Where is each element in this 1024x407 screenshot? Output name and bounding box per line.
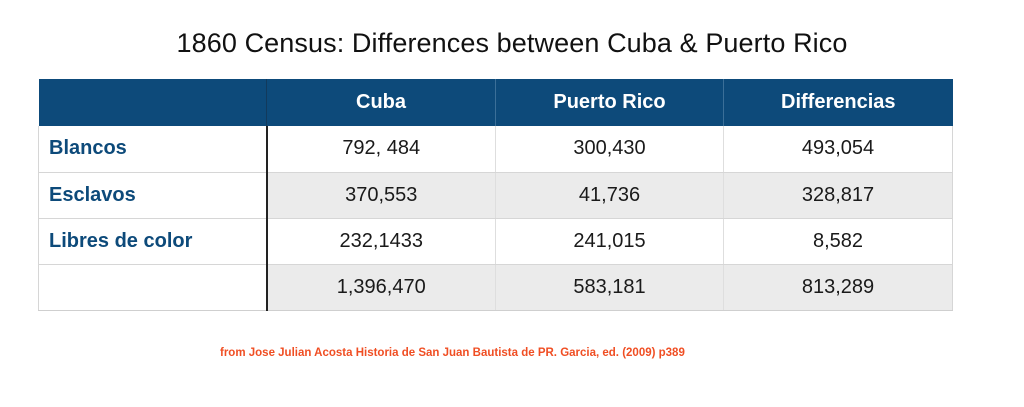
census-table: Cuba Puerto Rico Differencias Blancos 79… <box>38 79 953 311</box>
table-row: Libres de color 232,1433 241,015 8,582 <box>38 218 953 265</box>
table-row-total: 1,396,470 583,181 813,289 <box>38 264 953 311</box>
row-label-blancos: Blancos <box>38 126 268 173</box>
table-row: Blancos 792, 484 300,430 493,054 <box>38 126 953 173</box>
cell-blancos-diferencias: 493,054 <box>723 126 953 173</box>
cell-total-diferencias: 813,289 <box>723 264 953 311</box>
header-corner-cell <box>38 79 267 126</box>
row-label-libres-de-color: Libres de color <box>38 218 268 265</box>
cell-esclavos-cuba: 370,553 <box>266 172 496 219</box>
page-title: 1860 Census: Differences between Cuba & … <box>176 28 848 58</box>
cell-esclavos-puerto-rico: 41,736 <box>495 172 724 219</box>
column-header-cuba: Cuba <box>266 79 496 126</box>
row-label-esclavos: Esclavos <box>38 172 268 219</box>
column-header-differencias: Differencias <box>781 91 896 113</box>
source-citation: from Jose Julian Acosta Historia de San … <box>220 347 685 359</box>
row-label-total <box>38 264 268 311</box>
cell-total-cuba: 1,396,470 <box>266 264 496 311</box>
cell-esclavos-diferencias: 328,817 <box>723 172 953 219</box>
cell-libres-diferencias: 8,582 <box>723 218 953 265</box>
cell-total-puerto-rico: 583,181 <box>495 264 724 311</box>
table-header-row: Cuba Puerto Rico Differencias <box>38 79 953 126</box>
cell-blancos-cuba: 792, 484 <box>266 126 496 173</box>
column-header-puerto-rico: Puerto Rico <box>495 79 724 126</box>
table-row: Esclavos 370,553 41,736 328,817 <box>38 172 953 219</box>
cell-libres-cuba: 232,1433 <box>266 218 496 265</box>
cell-blancos-puerto-rico: 300,430 <box>495 126 724 173</box>
cell-libres-puerto-rico: 241,015 <box>495 218 724 265</box>
